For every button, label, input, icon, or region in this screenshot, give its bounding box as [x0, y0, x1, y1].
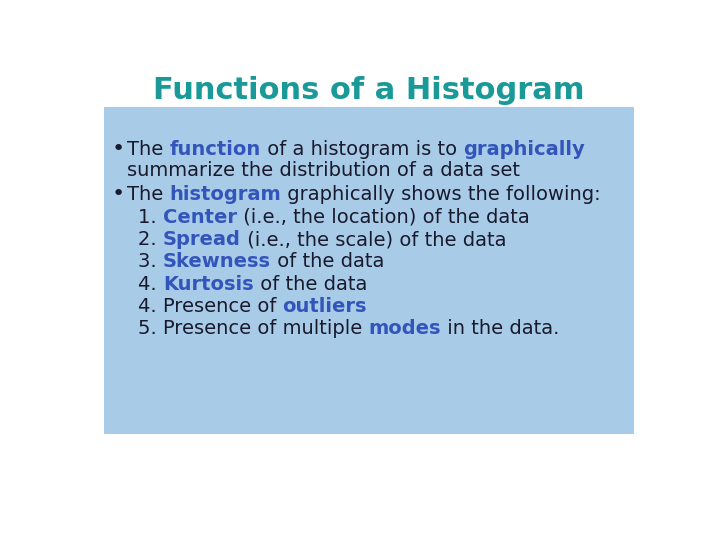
Text: of the data: of the data	[271, 252, 384, 272]
Text: in the data.: in the data.	[441, 320, 559, 339]
Text: of a histogram is to: of a histogram is to	[261, 140, 464, 159]
Text: summarize the distribution of a data set: summarize the distribution of a data set	[127, 161, 521, 180]
FancyBboxPatch shape	[104, 107, 634, 434]
Text: graphically: graphically	[464, 140, 585, 159]
Text: outliers: outliers	[282, 297, 367, 316]
Text: Kurtosis: Kurtosis	[163, 275, 253, 294]
Text: function: function	[170, 140, 261, 159]
Text: 5.: 5.	[138, 320, 163, 339]
Text: The: The	[127, 140, 170, 159]
Text: modes: modes	[369, 320, 441, 339]
Text: Spread: Spread	[163, 230, 240, 249]
Text: 4.: 4.	[138, 297, 163, 316]
Text: •: •	[112, 184, 125, 204]
Text: Center: Center	[163, 208, 237, 227]
Text: (i.e., the location) of the data: (i.e., the location) of the data	[237, 208, 530, 227]
Text: Presence of: Presence of	[163, 297, 282, 316]
Text: 4.: 4.	[138, 275, 163, 294]
Text: 3.: 3.	[138, 252, 163, 272]
Text: 1.: 1.	[138, 208, 163, 227]
Text: histogram: histogram	[170, 185, 282, 204]
Text: (i.e., the scale) of the data: (i.e., the scale) of the data	[240, 230, 506, 249]
Text: 2.: 2.	[138, 230, 163, 249]
Text: graphically shows the following:: graphically shows the following:	[282, 185, 601, 204]
Text: of the data: of the data	[253, 275, 367, 294]
Text: Presence of multiple: Presence of multiple	[163, 320, 369, 339]
Text: Functions of a Histogram: Functions of a Histogram	[153, 77, 585, 105]
Text: Skewness: Skewness	[163, 252, 271, 272]
Text: The: The	[127, 185, 170, 204]
Text: •: •	[112, 139, 125, 159]
